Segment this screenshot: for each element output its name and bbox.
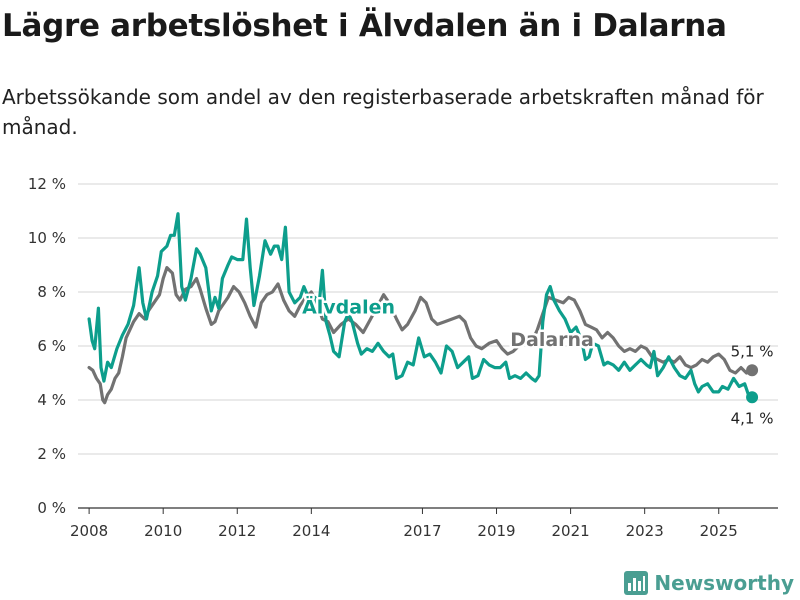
x-tick-label: 2019 bbox=[477, 522, 515, 540]
series-end-point-alvdalen bbox=[746, 391, 759, 404]
y-tick-label: 12 % bbox=[28, 175, 66, 193]
x-tick-label: 2014 bbox=[292, 522, 330, 540]
logo-text: Newsworthy bbox=[654, 571, 794, 595]
bar-chart-logo-icon bbox=[624, 571, 649, 595]
series-line-alvdalen bbox=[87, 212, 754, 399]
x-tick-label: 2008 bbox=[70, 522, 108, 540]
newsworthy-logo: Newsworthy bbox=[624, 571, 794, 595]
x-tick-label: 2023 bbox=[626, 522, 664, 540]
x-tick-label: 2012 bbox=[218, 522, 256, 540]
y-tick-label: 8 % bbox=[37, 283, 66, 301]
series-label-alvdalen: Älvdalen bbox=[302, 295, 395, 319]
x-tick-label: 2025 bbox=[700, 522, 738, 540]
y-tick-label: 6 % bbox=[37, 337, 66, 355]
chart-subtitle: Arbetssökande som andel av den registerb… bbox=[2, 85, 764, 139]
series-end-label-alvdalen: 4,1 % bbox=[731, 409, 774, 427]
series-label-dalarna: Dalarna bbox=[510, 329, 594, 351]
y-tick-label: 4 % bbox=[37, 391, 66, 409]
y-tick-label: 2 % bbox=[37, 445, 66, 463]
series-end-point-dalarna bbox=[746, 364, 759, 377]
y-tick-label: 0 % bbox=[37, 499, 66, 517]
x-tick-label: 2021 bbox=[551, 522, 589, 540]
x-tick-label: 2010 bbox=[144, 522, 182, 540]
series-line-dalarna bbox=[87, 266, 754, 405]
x-tick-label: 2017 bbox=[403, 522, 441, 540]
chart-title: Lägre arbetslöshet i Älvdalen än i Dalar… bbox=[2, 8, 727, 44]
y-tick-label: 10 % bbox=[28, 229, 66, 247]
series-end-label-dalarna: 5,1 % bbox=[731, 342, 774, 360]
